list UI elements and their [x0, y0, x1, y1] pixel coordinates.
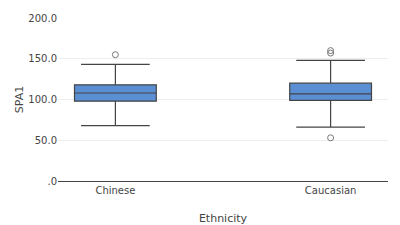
svg-text:.0: .0 — [47, 176, 57, 187]
svg-text:Chinese: Chinese — [95, 185, 135, 196]
svg-text:50.0: 50.0 — [35, 135, 57, 146]
svg-text:200.0: 200.0 — [28, 13, 57, 24]
svg-text:Caucasian: Caucasian — [305, 185, 357, 196]
svg-text:SPA1: SPA1 — [13, 86, 26, 113]
svg-text:100.0: 100.0 — [28, 94, 57, 105]
svg-text:Ethnicity: Ethnicity — [199, 212, 248, 225]
svg-text:150.0: 150.0 — [28, 53, 57, 64]
